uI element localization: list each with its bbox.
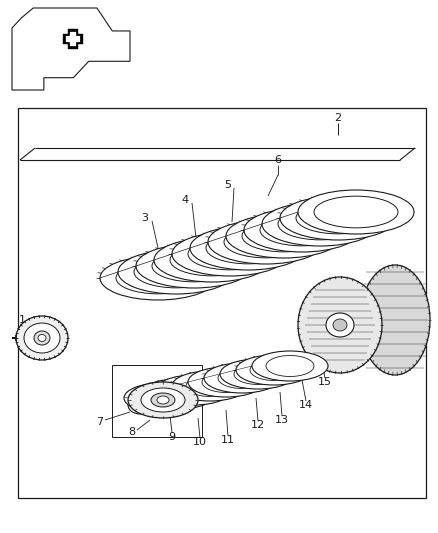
Ellipse shape [190, 226, 306, 270]
Ellipse shape [224, 226, 308, 258]
Ellipse shape [140, 379, 216, 409]
Ellipse shape [250, 359, 298, 381]
Text: 5: 5 [225, 180, 232, 190]
Ellipse shape [128, 396, 152, 414]
Ellipse shape [360, 265, 430, 375]
Text: 17: 17 [388, 363, 402, 373]
Ellipse shape [34, 331, 50, 345]
Text: 1: 1 [18, 315, 25, 325]
Ellipse shape [280, 196, 396, 240]
Ellipse shape [220, 359, 296, 389]
Text: 11: 11 [221, 435, 235, 445]
Ellipse shape [252, 351, 328, 381]
Text: 13: 13 [275, 415, 289, 425]
Ellipse shape [138, 387, 186, 408]
Ellipse shape [118, 250, 234, 294]
Ellipse shape [298, 277, 382, 373]
Ellipse shape [170, 244, 254, 276]
Ellipse shape [38, 335, 46, 342]
Polygon shape [64, 29, 83, 49]
Ellipse shape [24, 323, 60, 353]
Ellipse shape [186, 376, 234, 397]
Text: 2: 2 [335, 113, 342, 123]
Ellipse shape [154, 384, 202, 405]
Ellipse shape [116, 262, 200, 294]
Ellipse shape [172, 371, 248, 401]
Ellipse shape [157, 396, 169, 404]
Ellipse shape [16, 316, 68, 360]
Text: 9: 9 [169, 432, 176, 442]
Text: 3: 3 [141, 213, 148, 223]
Ellipse shape [134, 256, 218, 288]
Ellipse shape [124, 383, 200, 413]
Ellipse shape [188, 367, 264, 397]
Text: 6: 6 [275, 155, 282, 165]
Ellipse shape [278, 208, 362, 240]
Ellipse shape [208, 220, 324, 264]
Bar [18, 108, 426, 498]
Polygon shape [67, 32, 80, 46]
Ellipse shape [188, 238, 272, 270]
Ellipse shape [202, 372, 250, 392]
Ellipse shape [333, 319, 347, 331]
Bar [112, 365, 202, 437]
Text: 8: 8 [128, 427, 136, 437]
Ellipse shape [236, 355, 312, 385]
Text: 10: 10 [193, 437, 207, 447]
Ellipse shape [136, 244, 252, 288]
Ellipse shape [218, 367, 266, 389]
Ellipse shape [266, 356, 314, 376]
Ellipse shape [170, 379, 218, 400]
Ellipse shape [141, 388, 185, 412]
Ellipse shape [234, 364, 282, 384]
Text: 16: 16 [338, 357, 352, 367]
Ellipse shape [151, 393, 175, 407]
Text: 7: 7 [96, 417, 103, 427]
Ellipse shape [154, 238, 270, 282]
Text: 12: 12 [251, 420, 265, 430]
Text: 4: 4 [181, 195, 189, 205]
Ellipse shape [242, 220, 326, 252]
Ellipse shape [326, 313, 354, 337]
Ellipse shape [204, 363, 280, 393]
Ellipse shape [260, 214, 344, 246]
Ellipse shape [298, 190, 414, 234]
Text: 14: 14 [299, 400, 313, 410]
Ellipse shape [172, 232, 288, 276]
Ellipse shape [244, 208, 360, 252]
Ellipse shape [152, 250, 236, 282]
Ellipse shape [296, 202, 380, 234]
Ellipse shape [133, 400, 147, 410]
Ellipse shape [226, 214, 342, 258]
Ellipse shape [206, 232, 290, 264]
Ellipse shape [262, 202, 378, 246]
Ellipse shape [314, 196, 398, 228]
Text: 15: 15 [318, 377, 332, 387]
Ellipse shape [156, 375, 232, 405]
Ellipse shape [128, 382, 198, 418]
Ellipse shape [100, 256, 216, 300]
